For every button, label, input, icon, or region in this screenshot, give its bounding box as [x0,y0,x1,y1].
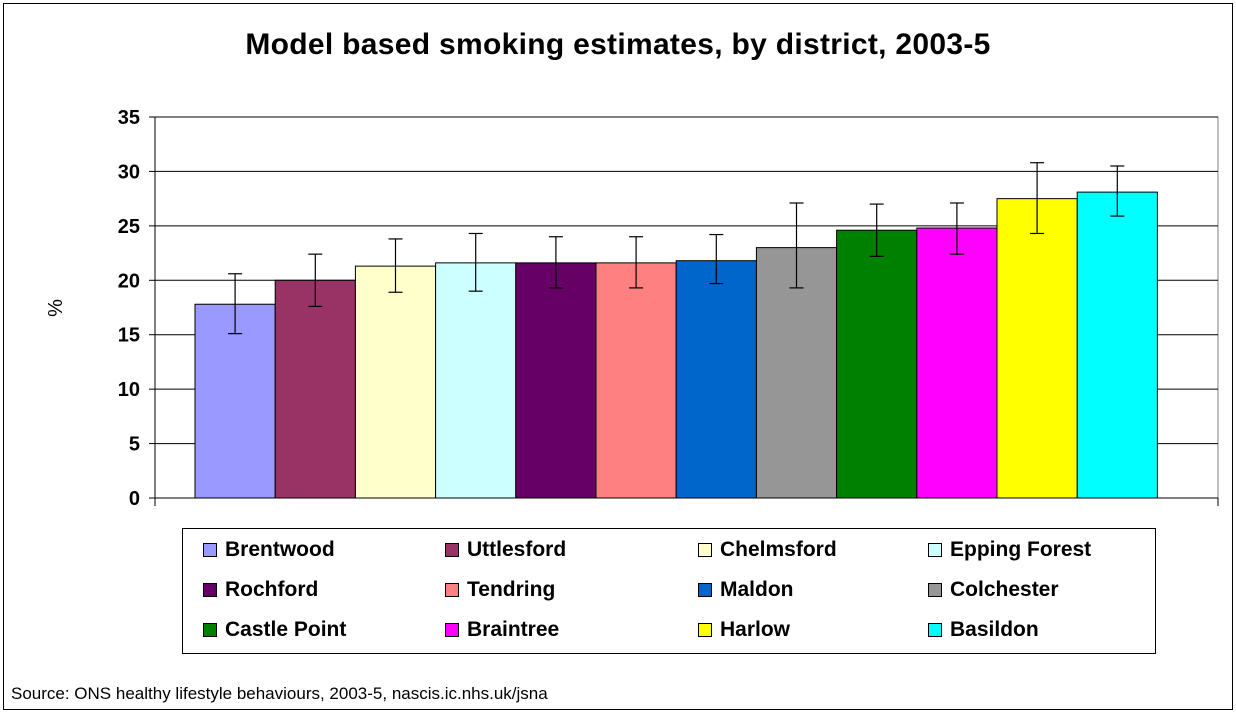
y-tick-label-3: 15 [118,325,140,347]
bar-colchester [755,247,838,499]
legend-item-tendring: Tendring [445,577,555,603]
bar-braintree [916,227,998,499]
y-tick-label-1: 5 [129,434,140,456]
legend-item-epping-forest: Epping Forest [928,537,1091,563]
y-tick-label-4: 20 [118,270,140,292]
legend-item-colchester: Colchester [928,577,1059,603]
legend-label-colchester: Colchester [950,578,1059,601]
chart-title: Model based smoking estimates, by distri… [245,28,991,61]
legend-swatch-brentwood [203,543,217,557]
legend-item-uttlesford: Uttlesford [445,537,566,563]
source-note: Source: ONS healthy lifestyle behaviours… [11,684,548,703]
bar-maldon [675,260,757,499]
legend-swatch-castle-point [203,623,217,637]
legend-item-basildon: Basildon [928,617,1039,643]
bar-rochford [515,262,597,499]
y-tick-label-6: 30 [118,161,140,183]
legend-label-rochford: Rochford [225,578,319,601]
legend-label-castle-point: Castle Point [225,618,347,641]
y-tick-label-5: 25 [118,216,140,238]
legend-label-uttlesford: Uttlesford [467,538,567,561]
y-axis-label: % [45,299,67,317]
legend-item-braintree: Braintree [445,617,559,643]
bar-epping-forest [435,262,517,499]
legend-item-brentwood: Brentwood [203,537,335,563]
legend-swatch-basildon [928,623,942,637]
legend-swatch-harlow [698,623,712,637]
legend-swatch-colchester [928,583,942,597]
y-tick-label-2: 10 [118,379,140,401]
bar-castle-point [836,229,918,499]
bar-basildon [1076,191,1158,499]
legend-item-harlow: Harlow [698,617,790,643]
legend-label-brentwood: Brentwood [225,538,335,561]
legend-label-maldon: Maldon [720,578,794,601]
legend-swatch-epping-forest [928,543,942,557]
y-tick-label-7: 35 [118,107,140,129]
legend-swatch-uttlesford [445,543,459,557]
legend-item-rochford: Rochford [203,577,318,603]
legend-label-harlow: Harlow [720,618,791,641]
legend-label-braintree: Braintree [467,618,560,641]
legend-item-castle-point: Castle Point [203,617,346,643]
legend: Brentwood Uttlesford Chelmsford Epping Fore… [182,528,1156,654]
legend-label-epping-forest: Epping Forest [950,538,1092,561]
legend-swatch-tendring [445,583,459,597]
bar-uttlesford [274,279,356,499]
bar-chelmsford [354,265,437,499]
legend-swatch-braintree [445,623,459,637]
legend-swatch-rochford [203,583,217,597]
bar-tendring [595,262,677,499]
legend-label-tendring: Tendring [467,578,556,601]
legend-item-maldon: Maldon [698,577,794,603]
legend-label-chelmsford: Chelmsford [720,538,837,561]
bar-harlow [996,198,1078,499]
y-tick-label-0: 0 [129,488,140,510]
legend-swatch-maldon [698,583,712,597]
legend-item-chelmsford: Chelmsford [698,537,837,563]
legend-label-basildon: Basildon [950,618,1039,641]
legend-swatch-chelmsford [698,543,712,557]
